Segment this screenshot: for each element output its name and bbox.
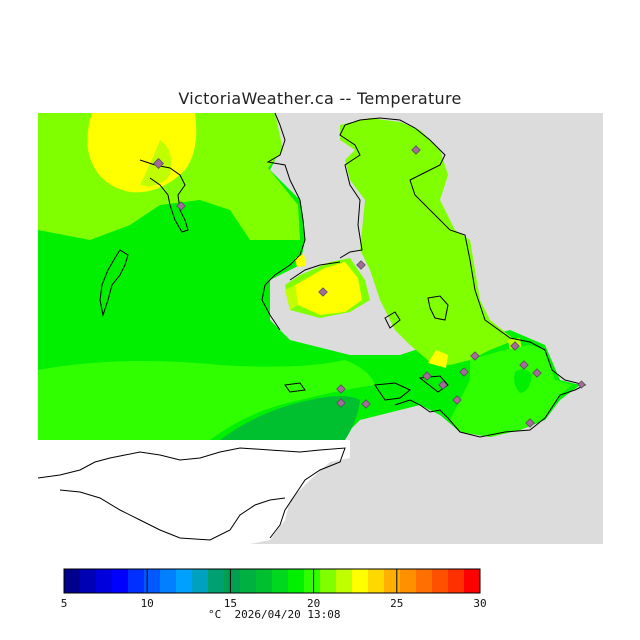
station-marker xyxy=(452,395,462,405)
colorbar-swatch xyxy=(192,569,209,593)
colorbar-swatch xyxy=(416,569,433,593)
timestamp-label: 2026/04/20 13:08 xyxy=(234,608,341,621)
colorbar-swatch xyxy=(224,569,241,593)
station-marker xyxy=(176,201,186,211)
station-marker xyxy=(152,157,165,170)
nodata-region xyxy=(38,440,350,544)
colorbar-swatch xyxy=(208,569,225,593)
colorbar-swatch xyxy=(176,569,193,593)
timestamp-line: °C 2026/04/20 13:08 xyxy=(208,608,340,621)
station-marker xyxy=(519,360,529,370)
station-marker xyxy=(356,260,366,270)
temperature-field-green-se xyxy=(450,345,572,437)
colorbar-swatch xyxy=(240,569,257,593)
colorbar-tick-label: 10 xyxy=(141,597,154,610)
temperature-field-lime-east xyxy=(340,118,515,365)
colorbar-swatch xyxy=(384,569,401,593)
colorbar-swatch xyxy=(96,569,113,593)
colorbar-swatch xyxy=(160,569,177,593)
coastlines xyxy=(37,112,587,541)
colorbar-swatch xyxy=(336,569,353,593)
temperature-field-yellow-central xyxy=(295,262,362,315)
temperature-field-brightgreen xyxy=(38,360,375,440)
station-marker xyxy=(510,341,520,351)
colorbar-swatch xyxy=(368,569,385,593)
colorbar-swatch xyxy=(112,569,129,593)
colorbar-tick-label: 5 xyxy=(61,597,68,610)
colorbar-swatch xyxy=(400,569,417,593)
temperature-field-darkgreen xyxy=(220,396,360,440)
colorbar-tick-label: 30 xyxy=(473,597,486,610)
temperature-field-green-dot xyxy=(514,369,532,393)
colorbar-swatch xyxy=(320,569,337,593)
station-marker xyxy=(336,384,346,394)
station-marker xyxy=(336,398,346,408)
colorbar-swatch xyxy=(352,569,369,593)
station-marker xyxy=(422,371,432,381)
colorbar-swatch xyxy=(64,569,81,593)
units-label: °C xyxy=(208,608,222,621)
colorbar-swatch xyxy=(128,569,145,593)
colorbar-swatch xyxy=(448,569,465,593)
station-marker xyxy=(459,367,469,377)
colorbar-swatch xyxy=(432,569,449,593)
colorbar-swatch xyxy=(272,569,289,593)
station-marker xyxy=(470,351,480,361)
temperature-field-yellowgreen-central xyxy=(285,285,298,310)
colorbar-tick-label: 15 xyxy=(224,597,237,610)
station-marker xyxy=(577,380,586,389)
chart-title: VictoriaWeather.ca -- Temperature xyxy=(178,89,462,108)
colorbar-tick-label: 25 xyxy=(390,597,403,610)
station-marker xyxy=(532,368,542,378)
station-marker xyxy=(361,399,371,409)
colorbar-swatch xyxy=(256,569,273,593)
station-markers xyxy=(152,145,586,428)
colorbar-swatch xyxy=(80,569,97,593)
colorbar-swatch xyxy=(144,569,161,593)
colorbar-swatch xyxy=(304,569,321,593)
colorbar-swatch xyxy=(288,569,305,593)
station-marker xyxy=(438,380,448,390)
station-marker xyxy=(525,418,535,428)
station-marker xyxy=(318,287,328,297)
colorbar-swatch xyxy=(464,569,481,593)
colorbar-tick-label: 20 xyxy=(307,597,320,610)
station-marker xyxy=(411,145,421,155)
temperature-field-yellow-east-1 xyxy=(428,350,448,368)
